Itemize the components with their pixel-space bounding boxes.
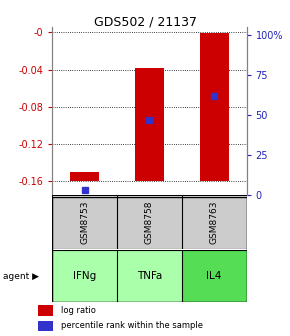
Text: log ratio: log ratio bbox=[61, 306, 96, 316]
Bar bbox=[38, 321, 53, 331]
Text: IFNg: IFNg bbox=[73, 271, 96, 281]
Text: GSM8763: GSM8763 bbox=[210, 200, 219, 244]
Text: GDS502 / 21137: GDS502 / 21137 bbox=[93, 15, 197, 28]
Text: agent ▶: agent ▶ bbox=[3, 272, 39, 281]
Bar bbox=[200, 33, 229, 181]
Text: GSM8753: GSM8753 bbox=[80, 200, 89, 244]
Text: IL4: IL4 bbox=[206, 271, 222, 281]
Text: TNFa: TNFa bbox=[137, 271, 162, 281]
Bar bbox=[135, 68, 164, 181]
Bar bbox=[70, 172, 99, 181]
Bar bbox=[38, 305, 53, 316]
Text: percentile rank within the sample: percentile rank within the sample bbox=[61, 322, 203, 331]
Text: GSM8758: GSM8758 bbox=[145, 200, 154, 244]
